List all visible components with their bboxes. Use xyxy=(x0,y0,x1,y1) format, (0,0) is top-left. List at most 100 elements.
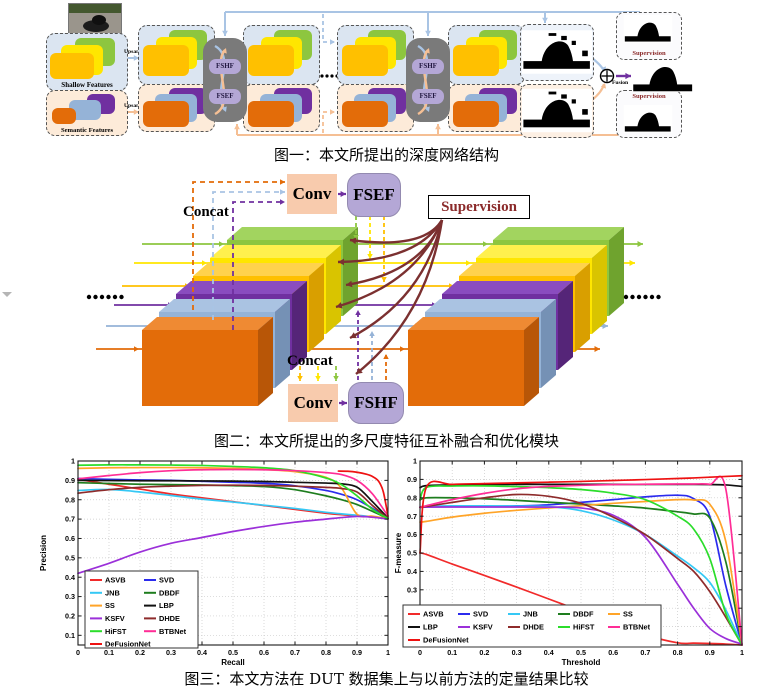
block-top-face xyxy=(408,317,539,330)
y-tick-label: 0.8 xyxy=(407,493,417,502)
arrow-head xyxy=(466,260,471,266)
x-tick-label: 0 xyxy=(76,648,80,657)
x-tick-label: 0.5 xyxy=(576,648,586,657)
series-DBDF xyxy=(419,496,743,646)
arrow-polyline xyxy=(212,191,285,320)
y-tick-label: 0.9 xyxy=(407,475,417,484)
arrow-head xyxy=(625,72,631,80)
feature-block-orange xyxy=(342,101,388,127)
block-top-face xyxy=(476,245,607,258)
block-side-face xyxy=(541,299,556,388)
legend-label-LBP: LBP xyxy=(423,623,438,632)
y-tick-label: 0.7 xyxy=(407,512,417,521)
x-tick-label: 0.7 xyxy=(290,648,300,657)
x-tick-label: 0.6 xyxy=(608,648,618,657)
legend-label-DBDF: DBDF xyxy=(159,588,180,597)
feature-block-gold xyxy=(342,45,388,76)
block-top-face xyxy=(459,263,590,276)
series-BTBNet xyxy=(77,468,389,518)
arrow-polyline xyxy=(322,14,335,43)
y-tick-label: 0.8 xyxy=(65,495,75,504)
figure1-caption: 图一：本文所提出的深度网络结构 xyxy=(273,146,499,164)
arrow-head xyxy=(424,48,430,54)
block-side-face xyxy=(592,245,607,334)
x-tick-label: 0.2 xyxy=(479,648,489,657)
block-top-face xyxy=(142,317,273,330)
feature-block-gold xyxy=(248,45,294,76)
legend-label-KSFV: KSFV xyxy=(473,623,493,632)
block-side-face xyxy=(575,263,590,352)
supervision-arrow xyxy=(335,219,444,309)
legend-label-SS: SS xyxy=(623,610,633,619)
supervision-label: Supervision xyxy=(632,50,666,57)
arrow-head xyxy=(221,106,227,112)
x-tick-label: 0.3 xyxy=(166,648,176,657)
block-side-face xyxy=(343,227,358,316)
arrow-head xyxy=(133,109,139,115)
series-DHDE xyxy=(77,484,389,520)
arrow-head xyxy=(133,55,139,61)
supervision-arrow xyxy=(355,219,444,375)
legend-label-KSFV: KSFV xyxy=(105,614,125,623)
y-tick-label: 1 xyxy=(413,457,417,466)
legend-label-LBP: LBP xyxy=(159,601,174,610)
fusion-module-1: FSHF FSEF xyxy=(406,38,450,122)
circle-shape xyxy=(99,294,105,300)
y-axis-title: Precision xyxy=(39,535,48,571)
supervision-panel-bottom: Supervision xyxy=(616,90,682,138)
x-tick-label: 0 xyxy=(418,648,422,657)
x-tick-label: 0.7 xyxy=(640,648,650,657)
legend-label-BTBNet: BTBNet xyxy=(159,627,187,636)
legend-label-SVD: SVD xyxy=(473,610,489,619)
legend-label-ASVB: ASVB xyxy=(423,610,444,619)
y-tick-label: 0.4 xyxy=(65,573,75,582)
feature-group-semantic-0 xyxy=(138,84,215,132)
block-side-face xyxy=(609,227,624,316)
arrow-head xyxy=(350,332,357,339)
legend-label-SVD: SVD xyxy=(159,576,175,585)
arrow-head xyxy=(330,39,335,45)
fshf-pill: FSHF xyxy=(412,59,444,74)
x-tick-label: 0.4 xyxy=(197,648,207,657)
feature-block-blue xyxy=(69,100,101,120)
circle-shape xyxy=(320,74,324,78)
x-tick-label: 0.6 xyxy=(259,648,269,657)
conv-box-top: Conv xyxy=(287,174,337,214)
circle-shape xyxy=(656,294,661,300)
feature-block-orange xyxy=(143,101,189,127)
arrow-head xyxy=(333,376,339,381)
shallow-features-box: Shallow Features xyxy=(46,33,128,91)
arrow-head xyxy=(280,199,285,205)
block-side-face xyxy=(326,245,341,334)
block-top-face xyxy=(193,263,324,276)
legend-label-ASVB: ASVB xyxy=(105,576,126,585)
predicted-mask-semantic xyxy=(520,84,594,138)
block-side-face xyxy=(275,299,290,388)
precision-recall-chart: 0 0.1 0.2 0.3 0.4 0.5 0.6 0.7 0.8 0.9 10.10.20.30.… xyxy=(39,457,390,667)
gt-mask-image xyxy=(623,105,673,133)
fusion-module-0: FSHF FSEF xyxy=(203,38,247,122)
gt-mask-image xyxy=(623,15,673,43)
legend-label-DeFusionNet: DeFusionNet xyxy=(423,636,469,645)
feature-block-gold xyxy=(453,45,499,76)
x-axis-title: Threshold xyxy=(562,658,601,667)
circle-shape xyxy=(93,294,98,300)
block-side-face xyxy=(258,317,273,406)
fmeasure-threshold-chart: 00.10.20.30.40.50.60.70.80.9100.10.20.30… xyxy=(394,457,744,667)
arrow-head xyxy=(424,106,430,112)
y-tick-label: 0.2 xyxy=(65,612,75,621)
legend-box xyxy=(84,570,199,649)
feature-group-shallow-3 xyxy=(448,25,525,85)
arrow-head xyxy=(350,237,357,245)
series-LBP xyxy=(77,479,389,519)
circle-shape xyxy=(86,294,92,300)
mask-image xyxy=(522,30,592,74)
legend-label-HiFST: HiFST xyxy=(573,623,595,632)
legend-label-JNB: JNB xyxy=(523,610,538,619)
y-tick-label: 0.1 xyxy=(65,631,75,640)
arrow-head xyxy=(134,346,139,352)
arrow-head xyxy=(369,331,375,336)
x-tick-label: 0.8 xyxy=(321,648,331,657)
series-KSFV xyxy=(77,515,389,575)
arrow-head xyxy=(315,376,321,381)
